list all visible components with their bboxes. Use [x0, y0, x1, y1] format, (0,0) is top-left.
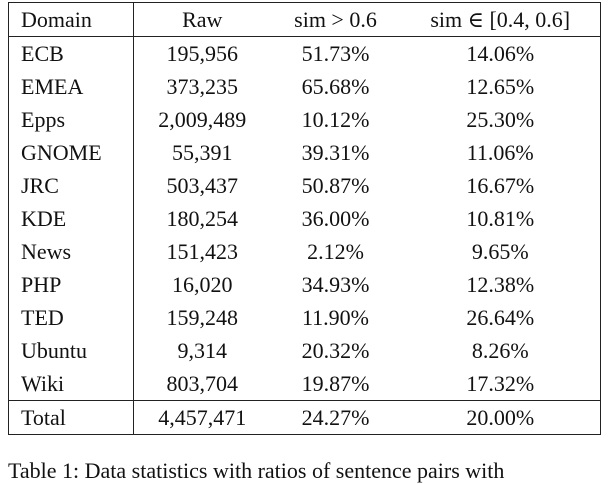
table-cell: Wiki: [8, 367, 134, 401]
table-cell: 9,314: [177, 337, 228, 363]
table-cell: 195,956: [166, 40, 239, 66]
table-cell: 50.87%: [301, 172, 370, 198]
table-row: News 151,423 2.12% 9.65%: [8, 235, 601, 268]
table-cell: PHP: [8, 268, 134, 301]
table-cell: 2,009,489: [158, 106, 247, 132]
table-cell: 151,423: [166, 238, 239, 264]
header-row: Domain Raw sim > 0.6 sim ∈ [0.4, 0.6]: [8, 2, 601, 37]
table-row: Wiki 803,704 19.87% 17.32%: [8, 367, 601, 401]
table-cell: 11.06%: [466, 139, 534, 165]
table-cell: 14.06%: [466, 40, 535, 66]
table-row: PHP 16,020 34.93% 12.38%: [8, 268, 601, 301]
table-cell: TED: [8, 301, 134, 334]
table-cell: 12.38%: [466, 271, 535, 297]
data-table: Domain Raw sim > 0.6 sim ∈ [0.4, 0.6] ECB 19…: [8, 2, 601, 435]
table-cell: 51.73%: [301, 40, 370, 66]
total-row: Total 4,457,471 24.27% 20.00%: [8, 400, 601, 435]
table-cell: Total: [8, 400, 134, 435]
table-header: Domain Raw sim > 0.6 sim ∈ [0.4, 0.6]: [8, 2, 601, 37]
header-cell: Domain: [8, 2, 134, 37]
table-row: Epps 2,009,489 10.12% 25.30%: [8, 103, 601, 136]
header-cell: Raw: [182, 6, 223, 32]
table-cell: 17.32%: [466, 370, 535, 396]
table-cell: 159,248: [166, 304, 239, 330]
table-cell: 39.31%: [301, 139, 370, 165]
table-cell: 65.68%: [301, 73, 370, 99]
table-cell: 25.30%: [466, 106, 535, 132]
table-cell: News: [8, 235, 134, 268]
table-cell: 19.87%: [301, 370, 370, 396]
table-body: ECB 195,956 51.73% 14.06% EMEA 373,235 65.68% 1…: [8, 36, 601, 435]
table-cell: KDE: [8, 202, 134, 235]
table-cell: EMEA: [8, 70, 134, 103]
table-row: JRC 503,437 50.87% 16.67%: [8, 169, 601, 202]
table-row: GNOME 55,391 39.31% 11.06%: [8, 136, 601, 169]
header-cell: sim > 0.6: [294, 6, 377, 32]
table-cell: 20.00%: [466, 404, 535, 430]
table-cell: 36.00%: [301, 205, 370, 231]
header-cell: sim ∈ [0.4, 0.6]: [430, 6, 571, 32]
table-row: KDE 180,254 36.00% 10.81%: [8, 202, 601, 235]
table-cell: 503,437: [166, 172, 239, 198]
table-cell: 803,704: [166, 370, 239, 396]
table-row: EMEA 373,235 65.68% 12.65%: [8, 70, 601, 103]
table-cell: Epps: [8, 103, 134, 136]
table-cell: JRC: [8, 169, 134, 202]
table-row: ECB 195,956 51.73% 14.06%: [8, 36, 601, 70]
table-cell: 4,457,471: [158, 404, 247, 430]
table-cell: 16.67%: [466, 172, 535, 198]
table-cell: 20.32%: [301, 337, 370, 363]
table-cell: 11.90%: [301, 304, 369, 330]
table-cell: Ubuntu: [8, 334, 134, 367]
table-cell: 2.12%: [307, 238, 364, 264]
table-cell: 9.65%: [471, 238, 529, 264]
table-row: Ubuntu 9,314 20.32% 8.26%: [8, 334, 601, 367]
table-cell: 34.93%: [301, 271, 370, 297]
table-cell: ECB: [8, 36, 134, 70]
table-cell: 373,235: [166, 73, 239, 99]
table-cell: 24.27%: [301, 404, 370, 430]
table-cell: 10.12%: [301, 106, 370, 132]
table-cell: 55,391: [172, 139, 233, 165]
table-cell: 180,254: [166, 205, 239, 231]
table-cell: 16,020: [172, 271, 233, 297]
table-cell: 12.65%: [466, 73, 535, 99]
page: {"table": { "header": ["Domain", "Raw", …: [8, 2, 601, 483]
table-cell: 8.26%: [471, 337, 529, 363]
table-cell: 10.81%: [466, 205, 535, 231]
table-cell: GNOME: [8, 136, 134, 169]
table-cell: 26.64%: [466, 304, 535, 330]
caption: Table 1: Data statistics with ratios of …: [8, 458, 505, 483]
table-row: TED 159,248 11.90% 26.64%: [8, 301, 601, 334]
